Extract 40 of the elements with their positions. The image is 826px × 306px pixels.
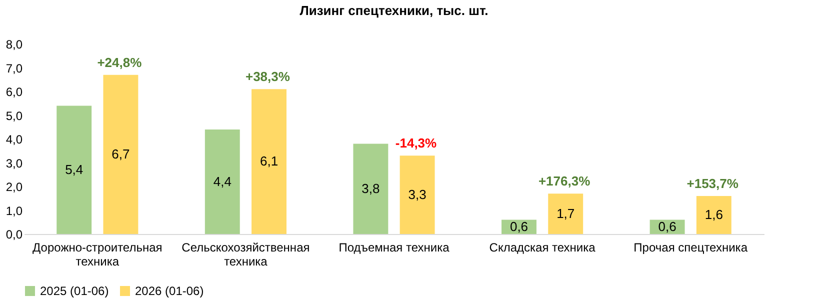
bar xyxy=(103,74,138,234)
bar xyxy=(548,194,584,234)
y-tick-label: 8,0 xyxy=(6,38,23,52)
bar xyxy=(56,106,92,234)
annotation: -14,3% xyxy=(395,136,438,151)
data-label: 0,6 xyxy=(510,218,528,234)
data-label: 4,4 xyxy=(213,174,232,189)
bar xyxy=(252,89,286,234)
chart-title: Лизинг спецтехники, тыс. шт. xyxy=(300,3,488,18)
x-tick-label: Дорожно-строительная техника xyxy=(32,240,162,268)
y-tick-label: 2,0 xyxy=(6,180,23,194)
x-tick-label: Сельскохозяйственная техника xyxy=(182,240,310,268)
y-tick-label: 4,0 xyxy=(6,132,23,146)
legend-label: 2025 (01-06) xyxy=(40,284,109,298)
data-label: 3,8 xyxy=(362,180,380,196)
annotation: +24,8% xyxy=(97,54,142,70)
data-label: 5,4 xyxy=(65,162,84,177)
x-tick-label: Подъемная техника xyxy=(338,240,450,254)
y-tick-label: 0,0 xyxy=(6,228,23,242)
data-label: 3,3 xyxy=(408,186,426,202)
annotation: +153,7% xyxy=(686,176,739,191)
y-tick-label: 5,0 xyxy=(6,108,23,123)
x-tick-label: Складская техника xyxy=(489,240,596,254)
data-label: 6,7 xyxy=(112,146,130,162)
x-tick-label: Прочая спецтехника xyxy=(634,240,748,254)
annotation: +38,3% xyxy=(245,69,290,84)
y-tick-label: 3,0 xyxy=(6,156,23,170)
y-tick-label: 7,0 xyxy=(6,61,23,76)
annotation: +176,3% xyxy=(538,174,591,189)
data-label: 6,1 xyxy=(260,154,278,169)
y-tick-label: 1,0 xyxy=(6,204,23,218)
data-label: 1,6 xyxy=(704,207,723,222)
legend-label: 2026 (01-06) xyxy=(135,284,204,298)
bar xyxy=(696,196,732,234)
data-label: 1,7 xyxy=(556,206,575,221)
bar xyxy=(204,130,240,234)
bar xyxy=(400,156,435,234)
bar xyxy=(353,144,388,234)
data-label: 0,6 xyxy=(658,218,676,234)
y-tick-label: 6,0 xyxy=(6,85,23,99)
